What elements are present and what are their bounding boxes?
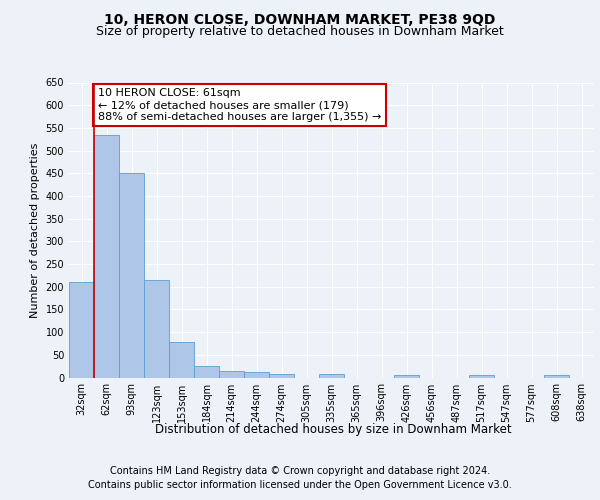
Bar xyxy=(469,375,494,378)
Text: Distribution of detached houses by size in Downham Market: Distribution of detached houses by size … xyxy=(155,422,511,436)
Text: 10, HERON CLOSE, DOWNHAM MARKET, PE38 9QD: 10, HERON CLOSE, DOWNHAM MARKET, PE38 9Q… xyxy=(104,12,496,26)
Bar xyxy=(394,375,419,378)
Text: Contains HM Land Registry data © Crown copyright and database right 2024.: Contains HM Land Registry data © Crown c… xyxy=(110,466,490,476)
Text: Contains public sector information licensed under the Open Government Licence v3: Contains public sector information licen… xyxy=(88,480,512,490)
Bar xyxy=(144,280,169,378)
Text: Size of property relative to detached houses in Downham Market: Size of property relative to detached ho… xyxy=(96,25,504,38)
Y-axis label: Number of detached properties: Number of detached properties xyxy=(30,142,40,318)
Bar xyxy=(169,342,194,378)
Text: 10 HERON CLOSE: 61sqm
← 12% of detached houses are smaller (179)
88% of semi-det: 10 HERON CLOSE: 61sqm ← 12% of detached … xyxy=(98,88,381,122)
Bar xyxy=(119,174,144,378)
Bar xyxy=(94,134,119,378)
Bar xyxy=(244,372,269,378)
Bar xyxy=(319,374,344,378)
Bar xyxy=(219,370,244,378)
Bar xyxy=(194,366,219,378)
Bar xyxy=(269,374,294,378)
Bar xyxy=(69,282,94,378)
Bar xyxy=(544,375,569,378)
